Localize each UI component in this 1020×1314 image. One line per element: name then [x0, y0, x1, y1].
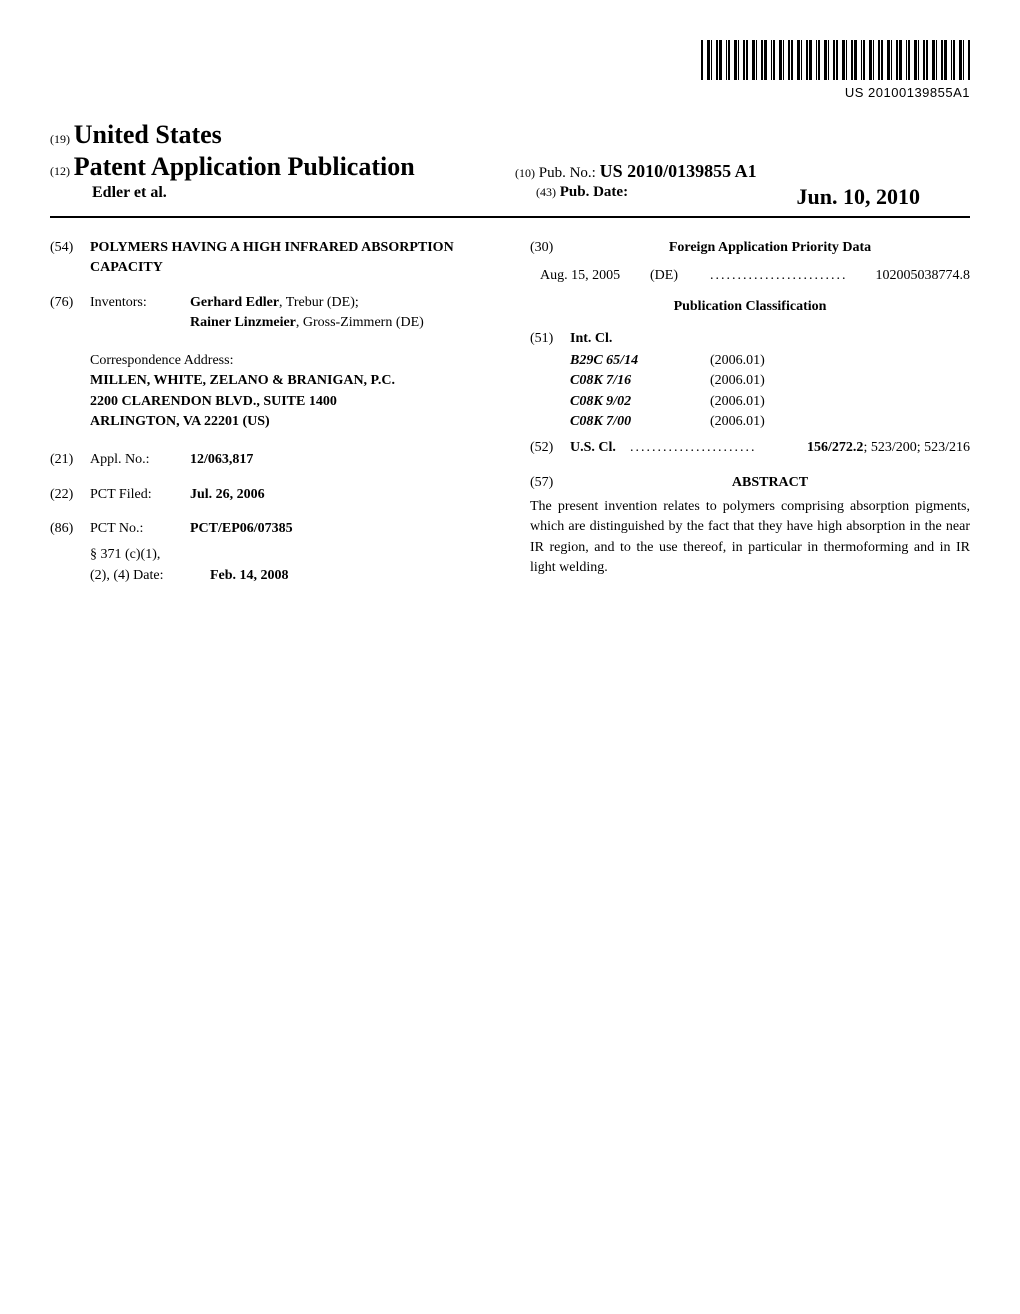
pctfiled-field: (22) PCT Filed: Jul. 26, 2006 [50, 485, 490, 505]
intcl-row-1: C08K 7/16 (2006.01) [570, 371, 970, 391]
header-row-1: (19) United States [50, 120, 970, 150]
priority-country: (DE) [650, 266, 710, 286]
publication-type-line: (12) Patent Application Publication [50, 152, 505, 182]
correspondence-line-2: 2200 CLARENDON BLVD., SUITE 1400 [90, 392, 490, 412]
s371-value: Feb. 14, 2008 [210, 566, 289, 586]
correspondence-line-1: MILLEN, WHITE, ZELANO & BRANIGAN, P.C. [90, 371, 490, 391]
pubclass-heading: Publication Classification [530, 297, 970, 317]
pub-prefix: (12) [50, 164, 70, 178]
barcode-number: US 20100139855A1 [50, 85, 970, 100]
applno-field: (21) Appl. No.: 12/063,817 [50, 450, 490, 470]
right-column: (30) Foreign Application Priority Data A… [530, 238, 970, 586]
intcl-code-1: C08K 7/16 [570, 371, 710, 391]
intcl-row-3: C08K 7/00 (2006.01) [570, 412, 970, 432]
abstract-text: The present invention relates to polymer… [530, 497, 970, 578]
inventors-num: (76) [50, 293, 90, 334]
inventors-label: Inventors: [90, 293, 190, 334]
pubdate-label: Pub. Date: [560, 184, 628, 200]
pubno-value: US 2010/0139855 A1 [600, 161, 757, 181]
intcl-code-0: B29C 65/14 [570, 351, 710, 371]
correspondence-line-3: ARLINGTON, VA 22201 (US) [90, 412, 490, 432]
title-text: POLYMERS HAVING A HIGH INFRARED ABSORPTI… [90, 238, 490, 279]
intcl-block: B29C 65/14 (2006.01) C08K 7/16 (2006.01)… [570, 351, 970, 432]
jurisdiction: United States [74, 120, 222, 149]
applno-num: (21) [50, 450, 90, 470]
pubdate-prefix: (43) [536, 185, 556, 199]
intcl-code-3: C08K 7/00 [570, 412, 710, 432]
inventor-1-loc: , Trebur (DE); [279, 295, 359, 310]
intcl-code-2: C08K 9/02 [570, 392, 710, 412]
uscl-values: 156/272.2; 523/200; 523/216 [807, 438, 970, 458]
correspondence-label: Correspondence Address: [90, 351, 490, 371]
intcl-year-0: (2006.01) [710, 351, 970, 371]
jurisdiction-prefix: (19) [50, 132, 70, 146]
uscl-num: (52) [530, 438, 570, 458]
uscl-bold: 156/272.2 [807, 440, 863, 455]
applno-value: 12/063,817 [190, 450, 490, 470]
inventor-2-name: Rainer Linzmeier [190, 315, 296, 330]
inventors-content: Gerhard Edler, Trebur (DE); Rainer Linzm… [190, 293, 490, 334]
intcl-year-2: (2006.01) [710, 392, 970, 412]
pubno-line: (10) Pub. No.: US 2010/0139855 A1 [515, 161, 970, 182]
title-num: (54) [50, 238, 90, 279]
priority-dots: ......................... [710, 266, 870, 286]
abstract-label: ABSTRACT [570, 473, 970, 493]
pctno-num: (86) [50, 519, 90, 539]
pctno-value: PCT/EP06/07385 [190, 519, 490, 539]
pubdate-value: Jun. 10, 2010 [797, 184, 970, 210]
barcode-section: US 20100139855A1 [50, 40, 970, 100]
priority-label: Foreign Application Priority Data [570, 238, 970, 258]
intcl-label: Int. Cl. [570, 329, 970, 349]
abstract-header: (57) ABSTRACT [530, 473, 970, 493]
uscl-label: U.S. Cl. [570, 438, 630, 458]
intcl-row-2: C08K 9/02 (2006.01) [570, 392, 970, 412]
uscl-dots: ....................... [630, 438, 807, 458]
pctfiled-num: (22) [50, 485, 90, 505]
pctfiled-value: Jul. 26, 2006 [190, 485, 490, 505]
divider [50, 216, 970, 218]
inventor-2-loc: , Gross-Zimmern (DE) [296, 315, 424, 330]
s371-line1: § 371 (c)(1), [90, 545, 490, 565]
pubno-prefix: (10) [515, 166, 535, 180]
left-column: (54) POLYMERS HAVING A HIGH INFRARED ABS… [50, 238, 490, 586]
intcl-row-0: B29C 65/14 (2006.01) [570, 351, 970, 371]
priority-num: (30) [530, 238, 570, 258]
inventors-field: (76) Inventors: Gerhard Edler, Trebur (D… [50, 293, 490, 334]
header-row-3: Edler et al. (43) Pub. Date: Jun. 10, 20… [50, 184, 970, 210]
title-field: (54) POLYMERS HAVING A HIGH INFRARED ABS… [50, 238, 490, 279]
authors: Edler et al. [50, 184, 526, 210]
pctno-label: PCT No.: [90, 519, 190, 539]
uscl-field: (52) U.S. Cl. ....................... 15… [530, 438, 970, 458]
pctno-field: (86) PCT No.: PCT/EP06/07385 [50, 519, 490, 539]
intcl-year-3: (2006.01) [710, 412, 970, 432]
abstract-num: (57) [530, 473, 570, 493]
s371-text-1: § 371 (c)(1), [90, 545, 160, 565]
inventor-1-name: Gerhard Edler [190, 295, 279, 310]
priority-field: (30) Foreign Application Priority Data [530, 238, 970, 258]
barcode-image [701, 40, 970, 80]
uscl-rest: ; 523/200; 523/216 [863, 440, 970, 455]
s371-label: (2), (4) Date: [90, 566, 210, 586]
intcl-num: (51) [530, 329, 570, 349]
pubno-label: Pub. No.: [539, 165, 596, 181]
pctfiled-label: PCT Filed: [90, 485, 190, 505]
jurisdiction-line: (19) United States [50, 120, 505, 150]
applno-label: Appl. No.: [90, 450, 190, 470]
header-row-2: (12) Patent Application Publication (10)… [50, 152, 970, 182]
columns: (54) POLYMERS HAVING A HIGH INFRARED ABS… [50, 238, 970, 586]
priority-date: Aug. 15, 2005 [540, 266, 650, 286]
priority-number: 102005038774.8 [870, 266, 971, 286]
pub-type: Patent Application Publication [74, 152, 415, 181]
correspondence-block: Correspondence Address: MILLEN, WHITE, Z… [90, 351, 490, 432]
pubdate-line: (43) Pub. Date: Jun. 10, 2010 [536, 184, 970, 210]
priority-row: Aug. 15, 2005 (DE) .....................… [540, 266, 970, 286]
intcl-field: (51) Int. Cl. [530, 329, 970, 349]
intcl-year-1: (2006.01) [710, 371, 970, 391]
s371-line2: (2), (4) Date: Feb. 14, 2008 [90, 566, 490, 586]
